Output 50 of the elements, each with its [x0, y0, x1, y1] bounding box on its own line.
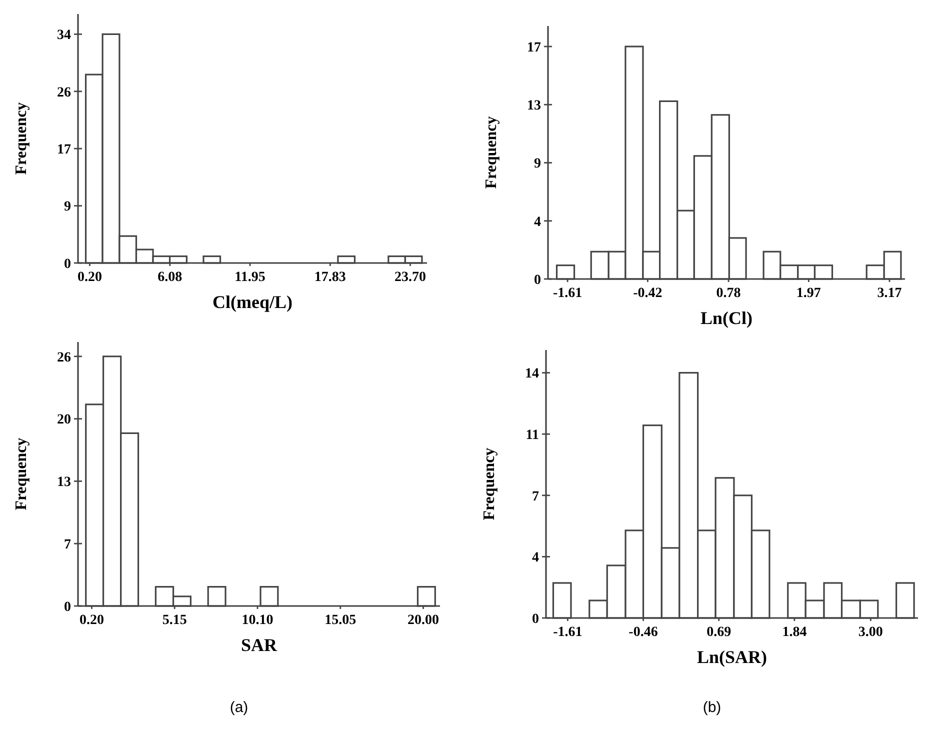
x-tick-label: 11.95 — [234, 270, 266, 285]
x-axis-title: Ln(Cl) — [700, 308, 753, 328]
x-tick-label: 17.83 — [314, 270, 346, 285]
y-tick-label: 0 — [532, 612, 539, 627]
x-axis-title: SAR — [240, 635, 278, 655]
y-tick-label: 9 — [534, 156, 541, 172]
y-tick-label: 0 — [64, 256, 71, 272]
y-tick-label: 26 — [57, 350, 71, 366]
x-tick-label: 23.70 — [394, 270, 426, 285]
x-tick-label: -1.61 — [553, 625, 582, 640]
x-tick-label: 15.05 — [324, 613, 356, 628]
y-tick-label: 13 — [57, 475, 71, 490]
y-tick-label: 0 — [534, 272, 541, 288]
y-tick-label: 9 — [64, 200, 71, 215]
y-tick-label: 20 — [57, 412, 71, 428]
x-tick-label: 3.00 — [858, 625, 883, 640]
x-tick-label: -0.46 — [628, 625, 658, 640]
text: (b) — [702, 699, 722, 716]
y-tick-label: 17 — [527, 40, 541, 56]
text: (a) — [230, 699, 248, 716]
y-axis-title: Frequency — [13, 102, 30, 175]
y-axis-title: Frequency — [13, 438, 30, 510]
y-axis-title: Frequency — [481, 448, 498, 520]
x-tick-label: -0.42 — [633, 286, 662, 301]
x-tick-label: 5.15 — [162, 613, 187, 628]
y-tick-label: 4 — [534, 214, 541, 230]
x-tick-label: 20.00 — [408, 613, 440, 628]
y-tick-label: 14 — [525, 366, 539, 382]
x-tick-label: 1.97 — [796, 286, 821, 301]
x-tick-label: -1.61 — [552, 286, 582, 301]
x-tick-label: 3.17 — [877, 286, 902, 301]
x-axis-title: Ln(SAR) — [696, 647, 768, 667]
y-tick-label: 7 — [64, 538, 71, 552]
x-tick-label: 0.20 — [79, 613, 104, 628]
y-tick-label: 11 — [526, 428, 539, 443]
y-tick-label: 7 — [532, 489, 539, 504]
x-tick-label: 6.08 — [158, 270, 182, 285]
x-tick-label: 0.78 — [716, 286, 741, 301]
y-tick-label: 26 — [57, 85, 71, 100]
y-tick-label: 34 — [57, 28, 71, 44]
x-tick-label: 0.69 — [706, 625, 732, 640]
y-tick-label: 17 — [57, 142, 71, 158]
y-tick-label: 4 — [532, 550, 539, 566]
y-tick-label: 0 — [64, 600, 71, 615]
y-tick-label: 13 — [527, 98, 541, 114]
x-tick-label: 10.10 — [242, 613, 274, 628]
x-tick-label: 1.84 — [782, 625, 807, 640]
y-axis-title: Frequency — [483, 116, 500, 189]
x-tick-label: 0.20 — [77, 270, 102, 285]
x-axis-title: Cl(meq/L) — [212, 292, 292, 312]
